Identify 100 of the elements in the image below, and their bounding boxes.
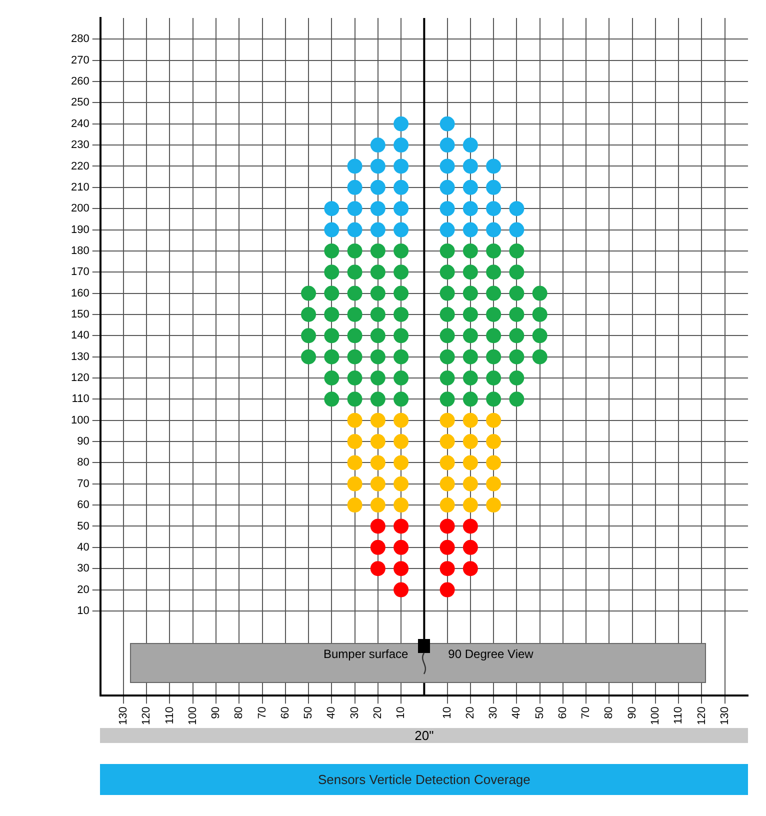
point bbox=[324, 201, 340, 216]
x-tick-label: 60 bbox=[279, 706, 292, 719]
annotation: Bumper surface bbox=[322, 646, 408, 661]
y-tick-label: 200 bbox=[70, 202, 90, 215]
y-tick-label: 10 bbox=[77, 604, 90, 617]
point bbox=[462, 180, 478, 195]
point bbox=[440, 201, 455, 216]
point bbox=[440, 158, 455, 174]
point bbox=[486, 412, 502, 428]
point bbox=[347, 498, 362, 513]
point bbox=[370, 561, 386, 576]
point bbox=[394, 201, 409, 216]
point bbox=[394, 455, 409, 470]
point bbox=[486, 455, 502, 470]
point bbox=[394, 412, 409, 428]
x-tick-label: 10 bbox=[441, 706, 454, 719]
y-tick-label: 40 bbox=[77, 541, 90, 554]
point bbox=[486, 201, 502, 216]
point bbox=[462, 498, 478, 513]
point bbox=[462, 222, 478, 238]
point bbox=[394, 138, 409, 153]
point bbox=[370, 476, 386, 492]
point bbox=[394, 498, 409, 513]
point bbox=[486, 498, 502, 513]
y-tick-label: 30 bbox=[77, 562, 90, 575]
point bbox=[370, 434, 386, 450]
point bbox=[440, 138, 455, 153]
point bbox=[440, 582, 455, 598]
point bbox=[486, 158, 502, 174]
x-tick-label: 120 bbox=[696, 706, 708, 726]
x-tick-label: 90 bbox=[210, 706, 222, 719]
x-tick-label: 20 bbox=[372, 706, 384, 719]
y-tick-label: 130 bbox=[70, 350, 90, 363]
y-tick-label: 160 bbox=[70, 287, 90, 300]
point bbox=[394, 116, 409, 132]
point bbox=[440, 455, 455, 470]
point bbox=[370, 455, 386, 470]
point bbox=[370, 498, 386, 513]
x-tick-label: 110 bbox=[672, 706, 685, 724]
point bbox=[462, 540, 478, 555]
point bbox=[462, 455, 478, 470]
point bbox=[347, 412, 362, 428]
point bbox=[440, 540, 455, 555]
x-tick-label: 40 bbox=[326, 706, 338, 719]
point bbox=[440, 116, 455, 132]
point bbox=[324, 222, 340, 238]
y-tick-label: 280 bbox=[70, 33, 90, 46]
y-tick-label: 20 bbox=[77, 584, 90, 596]
y-tick-label: 240 bbox=[70, 118, 90, 130]
point bbox=[440, 434, 455, 450]
x-tick-label: 60 bbox=[556, 706, 569, 719]
x-tick-label: 130 bbox=[118, 706, 130, 726]
point bbox=[347, 476, 362, 492]
point bbox=[462, 201, 478, 216]
y-tick-label: 110 bbox=[72, 393, 90, 406]
point bbox=[370, 158, 386, 174]
y-tick-label: 210 bbox=[70, 181, 90, 194]
point bbox=[370, 138, 386, 153]
x-tick-label: 90 bbox=[626, 706, 638, 719]
x-tick-label: 80 bbox=[603, 706, 616, 719]
point bbox=[370, 222, 386, 238]
point bbox=[462, 561, 478, 576]
point bbox=[347, 222, 362, 238]
x-tick-label: 40 bbox=[510, 706, 523, 719]
y-tick-label: 80 bbox=[77, 456, 90, 469]
text: 20" bbox=[100, 728, 748, 743]
y-tick-label: 270 bbox=[70, 54, 90, 66]
x-tick-label: 120 bbox=[140, 706, 153, 726]
point bbox=[370, 540, 386, 555]
point bbox=[347, 434, 362, 450]
point bbox=[370, 412, 386, 428]
point bbox=[394, 561, 409, 576]
point bbox=[462, 412, 478, 428]
point bbox=[440, 498, 455, 513]
y-tick-label: 220 bbox=[70, 160, 90, 172]
x-tick-label: 110 bbox=[164, 706, 176, 724]
x-tick-label: 130 bbox=[718, 706, 731, 726]
point bbox=[486, 180, 502, 195]
y-tick-label: 120 bbox=[70, 372, 90, 384]
point bbox=[370, 201, 386, 216]
point bbox=[440, 180, 455, 195]
y-tick-label: 90 bbox=[77, 436, 90, 448]
annotation: 90 Degree View bbox=[448, 646, 534, 661]
x-tick-label: 30 bbox=[488, 706, 500, 719]
y-tick-label: 150 bbox=[70, 308, 90, 320]
point bbox=[440, 518, 455, 534]
point bbox=[347, 158, 362, 174]
point bbox=[394, 518, 409, 534]
x-tick-label: 50 bbox=[302, 706, 315, 719]
y-tick-label: 100 bbox=[70, 414, 90, 426]
y-tick-label: 170 bbox=[70, 266, 90, 278]
point bbox=[486, 476, 502, 492]
point bbox=[486, 222, 502, 238]
y-tick-label: 260 bbox=[70, 76, 90, 88]
y-tick-label: 180 bbox=[70, 244, 90, 257]
point bbox=[394, 222, 409, 238]
point bbox=[440, 222, 455, 238]
point bbox=[462, 434, 478, 450]
point bbox=[347, 455, 362, 470]
y-tick-label: 250 bbox=[70, 96, 90, 109]
